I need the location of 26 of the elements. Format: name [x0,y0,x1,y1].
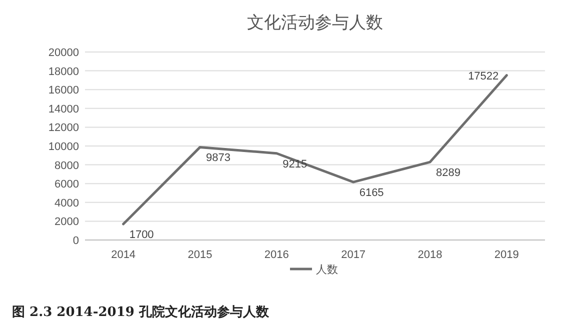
y-tick-label: 14000 [48,103,79,116]
caption: 图 2.3 2014-2019 孔院文化活动参与人数 [12,304,270,320]
y-tick-label: 6000 [54,178,79,191]
x-tick-label: 2016 [264,249,289,261]
y-tick-label: 18000 [48,66,79,78]
data-label: 9215 [282,158,308,170]
data-label: 1700 [129,229,154,242]
y-tick-label: 12000 [48,122,79,134]
legend-label: 人数 [316,264,338,276]
data-label: 17522 [468,70,499,82]
x-tick-label: 2017 [341,249,366,261]
x-tick-label: 2019 [494,249,519,261]
y-tick-label: 2000 [54,216,79,228]
y-tick-label: 10000 [48,141,79,153]
y-tick-label: 0 [72,235,79,247]
y-tick-label: 20000 [48,47,79,59]
chart-title: 文化活动参与人数 [247,13,383,32]
data-label: 9873 [206,152,230,164]
x-tick-label: 2015 [188,249,212,261]
data-label: 8289 [436,167,460,180]
x-tick-label: 2014 [111,249,136,261]
y-tick-label: 8000 [54,160,79,172]
y-tick-label: 16000 [48,84,79,97]
data-label: 6165 [359,187,384,200]
y-tick-label: 4000 [54,197,79,210]
x-tick-label: 2018 [418,249,442,261]
